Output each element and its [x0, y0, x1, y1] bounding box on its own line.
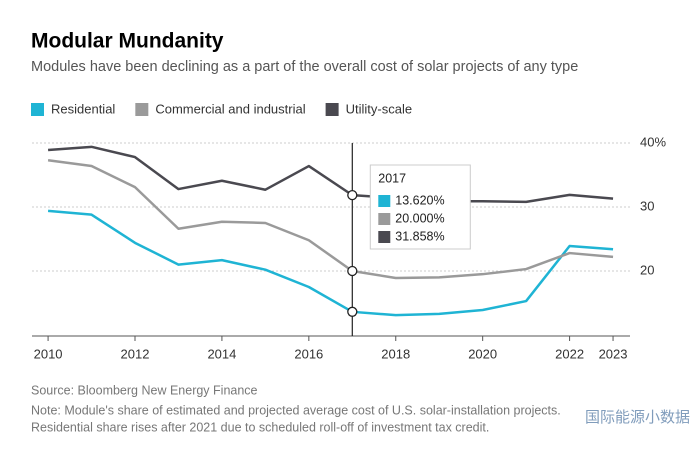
hover-point [347, 306, 358, 317]
source: Source: Bloomberg New Energy Finance [31, 383, 258, 397]
legend-label: Residential [51, 101, 115, 116]
chart-subtitle: Modules have been declining as a part of… [31, 59, 578, 75]
hover-point [347, 189, 358, 201]
watermark: 国际能源小数据 [585, 409, 690, 426]
tooltip-box [369, 164, 471, 250]
legend-label: Commercial and industrial [155, 101, 305, 116]
legend-swatch [325, 103, 339, 116]
x-tick-label: 2020 [468, 346, 497, 361]
y-tick-label: 20 [640, 262, 654, 277]
x-tick-label: 2016 [294, 346, 323, 361]
tooltip-swatch [378, 231, 391, 243]
tooltip-swatch [378, 213, 391, 225]
tooltip-value: 20.000% [395, 211, 444, 225]
series-line [47, 145, 614, 204]
note: Residential share rises after 2021 due t… [31, 420, 489, 434]
legend-swatch [31, 103, 44, 116]
note: Note: Module's share of estimated and pr… [31, 403, 561, 417]
series-line [47, 159, 614, 280]
tooltip-value: 31.858% [395, 229, 444, 243]
legend-swatch [135, 103, 149, 116]
y-tick-label: 30 [640, 198, 654, 213]
tooltip-value: 13.620% [395, 193, 444, 207]
x-tick-label: 2014 [207, 346, 236, 361]
legend-label: Utility-scale [346, 101, 412, 116]
tooltip-swatch [378, 195, 391, 207]
x-tick-label: 2018 [381, 346, 410, 361]
x-tick-label: 2022 [555, 346, 584, 361]
tooltip-title: 2017 [378, 171, 406, 185]
x-tick-label: 2010 [34, 346, 63, 361]
x-tick-label: 2023 [599, 346, 628, 361]
x-tick-label: 2012 [121, 346, 150, 361]
series-line [47, 209, 614, 317]
hover-point [347, 265, 358, 277]
y-tick-label: 40% [640, 134, 666, 149]
chart-title: Modular Mundanity [31, 30, 224, 53]
